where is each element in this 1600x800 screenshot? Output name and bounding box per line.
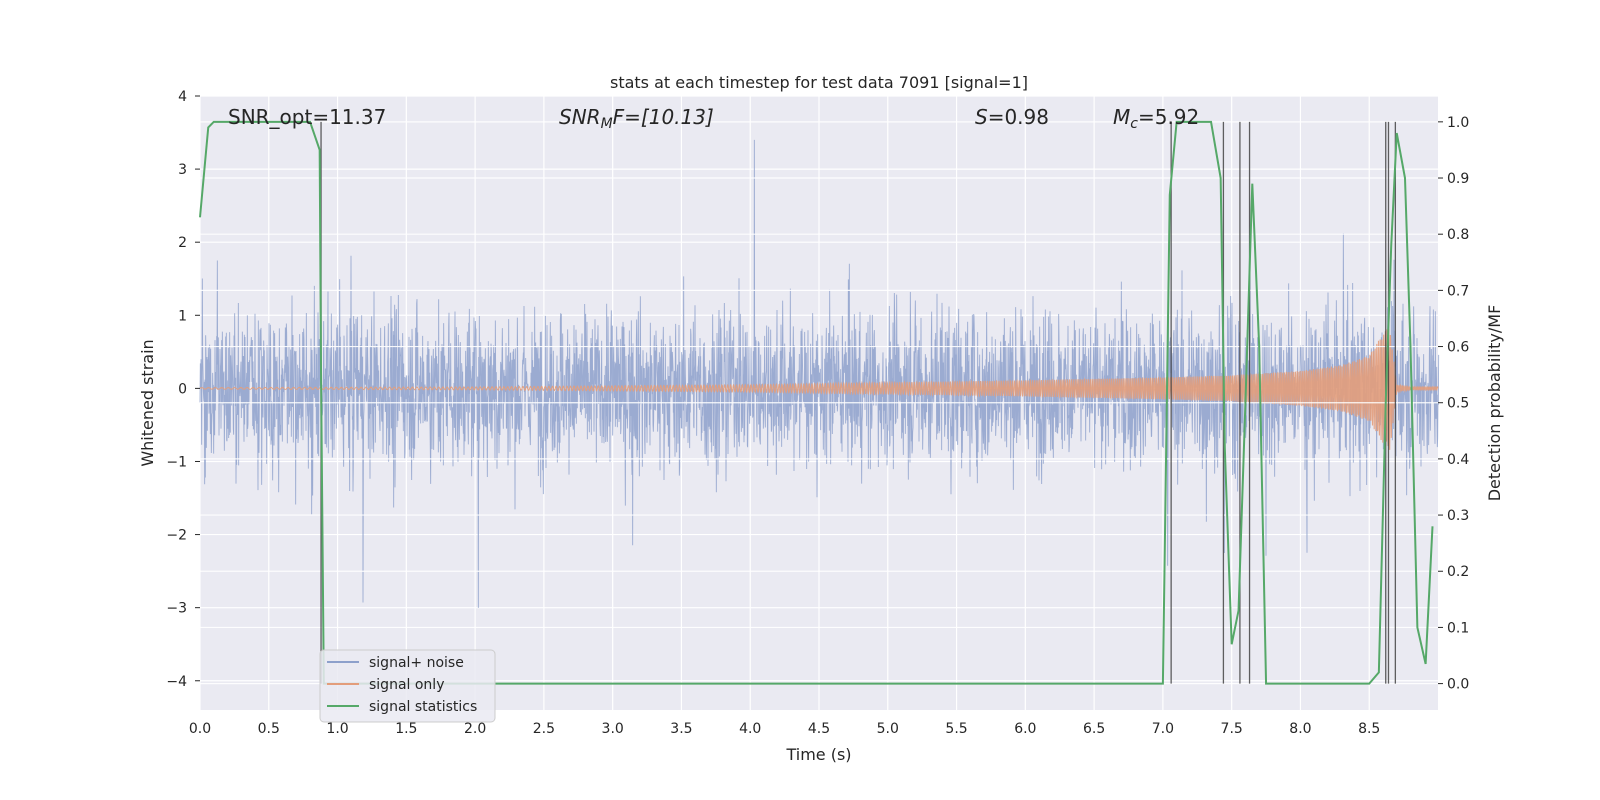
y-tick-label: 2: [178, 235, 187, 251]
signal-noise-line: [199, 139, 1440, 608]
y-axis-label: Whitened strain: [138, 339, 157, 466]
signal-only-line: [199, 329, 1439, 450]
right-y-axis-label: Detection probability/MF: [1485, 305, 1504, 502]
right-y-tick-label: 0.5: [1447, 396, 1469, 412]
y-axis-ticks: 4 3 2 1 0 −1 −2 −3 −4: [166, 89, 200, 690]
x-tick-label: 3.5: [670, 721, 692, 737]
signal-statistics-series: [199, 120, 1434, 685]
y-tick-label: −3: [166, 601, 187, 617]
legend: signal+ noise signal only signal statist…: [319, 649, 496, 723]
annotation-snr-mf: SNRMF=[10.13]: [559, 105, 714, 132]
y-tick-label: −2: [166, 528, 187, 544]
x-tick-label: 3.0: [602, 721, 624, 737]
signal-only-series: [199, 329, 1439, 450]
chart-title: stats at each timestep for test data 709…: [610, 73, 1028, 92]
right-y-tick-label: 0.1: [1447, 620, 1469, 636]
annotation-mc: Mc=5.92: [1113, 105, 1199, 132]
right-y-tick-label: 0.4: [1447, 452, 1469, 468]
right-y-tick-label: 0.6: [1447, 340, 1469, 356]
y-tick-label: −4: [166, 674, 187, 690]
right-y-tick-label: 0.0: [1447, 677, 1469, 693]
x-tick-label: 1.5: [395, 721, 417, 737]
right-y-tick-label: 0.8: [1447, 227, 1469, 243]
x-tick-label: 2.5: [533, 721, 555, 737]
y-tick-label: 3: [178, 162, 187, 178]
right-axis-grid: [200, 121, 1438, 685]
right-y-tick-label: 1.0: [1447, 115, 1469, 131]
annotation-snr-opt: SNR_opt=11.37: [228, 105, 386, 129]
annotation-s: S=0.98: [975, 105, 1049, 129]
y-tick-label: −1: [166, 454, 187, 470]
x-tick-label: 2.0: [464, 721, 486, 737]
x-tick-label: 6.0: [1014, 721, 1036, 737]
legend-box: [319, 649, 496, 723]
legend-label-signal-statistics: signal statistics: [369, 699, 477, 715]
x-axis-label: Time (s): [785, 745, 851, 764]
x-tick-label: 4.5: [808, 721, 830, 737]
x-tick-label: 0.5: [258, 721, 280, 737]
x-tick-label: 8.0: [1289, 721, 1311, 737]
signal-statistics-line: [199, 120, 1434, 685]
legend-label-signal-noise: signal+ noise: [369, 655, 464, 671]
x-axis-ticks: 0.0 0.5 1.0 1.5 2.0 2.5 3.0 3.5 4.0 4.5 5.0 5.5 6.0 6…: [189, 721, 1380, 737]
x-tick-label: 8.5: [1358, 721, 1380, 737]
y-tick-label: 0: [178, 381, 187, 397]
right-y-axis-ticks: 1.0 0.9 0.8 0.7 0.6 0.5 0.4 0.3 0.2 0.1 0.0: [1438, 115, 1469, 693]
x-tick-label: 0.0: [189, 721, 211, 737]
x-tick-label: 7.5: [1221, 721, 1243, 737]
right-y-tick-label: 0.2: [1447, 564, 1469, 580]
x-tick-label: 1.0: [326, 721, 348, 737]
x-tick-label: 7.0: [1152, 721, 1174, 737]
x-tick-label: 5.0: [877, 721, 899, 737]
right-y-tick-label: 0.7: [1447, 283, 1469, 299]
y-tick-label: 4: [178, 89, 187, 105]
y-tick-label: 1: [178, 308, 187, 324]
signal-noise-series: [199, 139, 1440, 608]
x-tick-label: 5.5: [945, 721, 967, 737]
right-y-tick-label: 0.3: [1447, 508, 1469, 524]
x-tick-label: 4.0: [739, 721, 761, 737]
x-tick-label: 6.5: [1083, 721, 1105, 737]
right-y-tick-label: 0.9: [1447, 171, 1469, 187]
legend-label-signal-only: signal only: [369, 677, 444, 693]
